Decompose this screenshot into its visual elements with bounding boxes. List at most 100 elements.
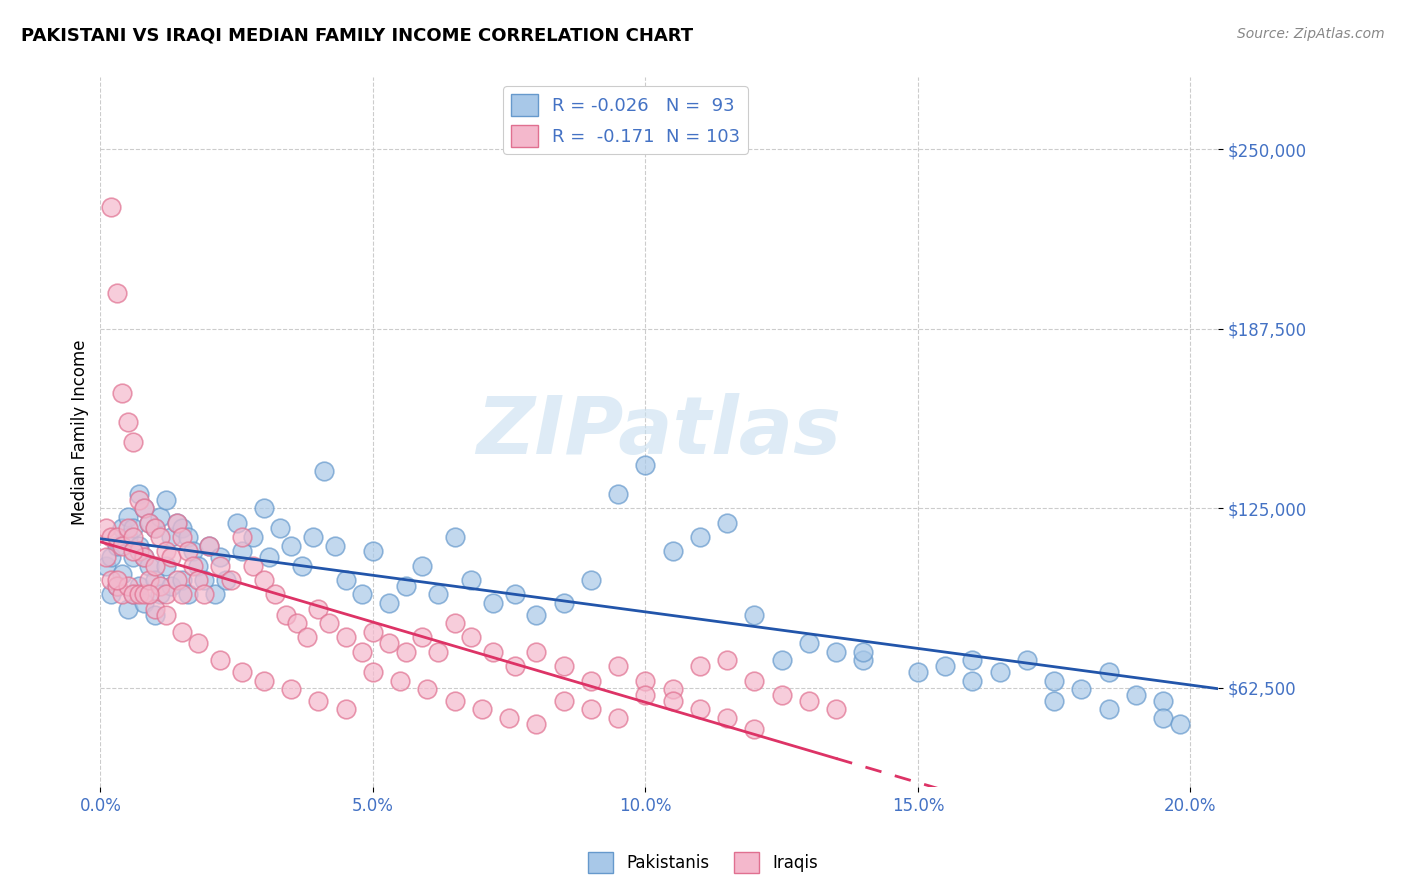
Point [852, 653, 875, 667]
Point [634, 673, 657, 688]
Point [143, 601, 166, 615]
Point [689, 702, 711, 716]
Point [579, 673, 602, 688]
Point [172, 573, 194, 587]
Point [166, 516, 188, 530]
Point [155, 558, 177, 573]
Point [209, 653, 232, 667]
Point [155, 492, 177, 507]
Point [176, 530, 198, 544]
Point [378, 596, 401, 610]
Point [122, 530, 145, 544]
Point [524, 645, 547, 659]
Point [138, 516, 160, 530]
Point [253, 501, 276, 516]
Point [607, 659, 630, 673]
Point [172, 530, 194, 544]
Point [394, 645, 416, 659]
Point [117, 530, 139, 544]
Point [553, 694, 575, 708]
Point [204, 587, 226, 601]
Point [155, 587, 177, 601]
Point [716, 711, 738, 725]
Point [962, 653, 984, 667]
Point [744, 607, 766, 622]
Point [307, 601, 329, 615]
Point [132, 596, 155, 610]
Point [1070, 682, 1092, 697]
Point [335, 573, 357, 587]
Point [744, 723, 766, 737]
Point [579, 702, 602, 716]
Point [524, 607, 547, 622]
Point [460, 573, 482, 587]
Y-axis label: Median Family Income: Median Family Income [72, 339, 89, 524]
Point [553, 659, 575, 673]
Point [607, 487, 630, 501]
Point [132, 550, 155, 565]
Point [744, 673, 766, 688]
Point [100, 550, 122, 565]
Point [481, 596, 503, 610]
Point [312, 464, 335, 478]
Point [825, 645, 848, 659]
Point [132, 501, 155, 516]
Point [335, 631, 357, 645]
Point [132, 550, 155, 565]
Point [181, 558, 204, 573]
Point [411, 558, 433, 573]
Point [231, 665, 253, 679]
Point [716, 653, 738, 667]
Point [160, 530, 183, 544]
Point [280, 682, 302, 697]
Point [934, 659, 956, 673]
Point [160, 550, 183, 565]
Point [198, 539, 221, 553]
Legend: R = -0.026   N =  93, R =  -0.171  N = 103: R = -0.026 N = 93, R = -0.171 N = 103 [503, 87, 748, 154]
Point [1152, 711, 1174, 725]
Point [471, 702, 494, 716]
Point [132, 587, 155, 601]
Point [661, 544, 683, 558]
Point [907, 665, 929, 679]
Point [166, 516, 188, 530]
Point [128, 492, 150, 507]
Point [132, 501, 155, 516]
Point [297, 631, 319, 645]
Point [138, 558, 160, 573]
Point [242, 530, 264, 544]
Point [138, 516, 160, 530]
Point [259, 550, 281, 565]
Point [1125, 688, 1147, 702]
Point [825, 702, 848, 716]
Point [231, 544, 253, 558]
Point [209, 550, 232, 565]
Point [117, 415, 139, 429]
Point [634, 688, 657, 702]
Point [524, 716, 547, 731]
Point [661, 694, 683, 708]
Point [1168, 716, 1191, 731]
Point [770, 653, 793, 667]
Point [797, 636, 820, 650]
Point [280, 539, 302, 553]
Point [350, 587, 373, 601]
Point [105, 530, 128, 544]
Point [105, 579, 128, 593]
Point [100, 200, 122, 214]
Point [155, 607, 177, 622]
Point [122, 587, 145, 601]
Point [105, 285, 128, 300]
Point [105, 539, 128, 553]
Point [962, 673, 984, 688]
Point [1015, 653, 1038, 667]
Point [100, 587, 122, 601]
Point [242, 558, 264, 573]
Point [117, 601, 139, 615]
Point [416, 682, 439, 697]
Point [323, 539, 346, 553]
Point [187, 636, 209, 650]
Point [607, 711, 630, 725]
Point [181, 544, 204, 558]
Point [1152, 694, 1174, 708]
